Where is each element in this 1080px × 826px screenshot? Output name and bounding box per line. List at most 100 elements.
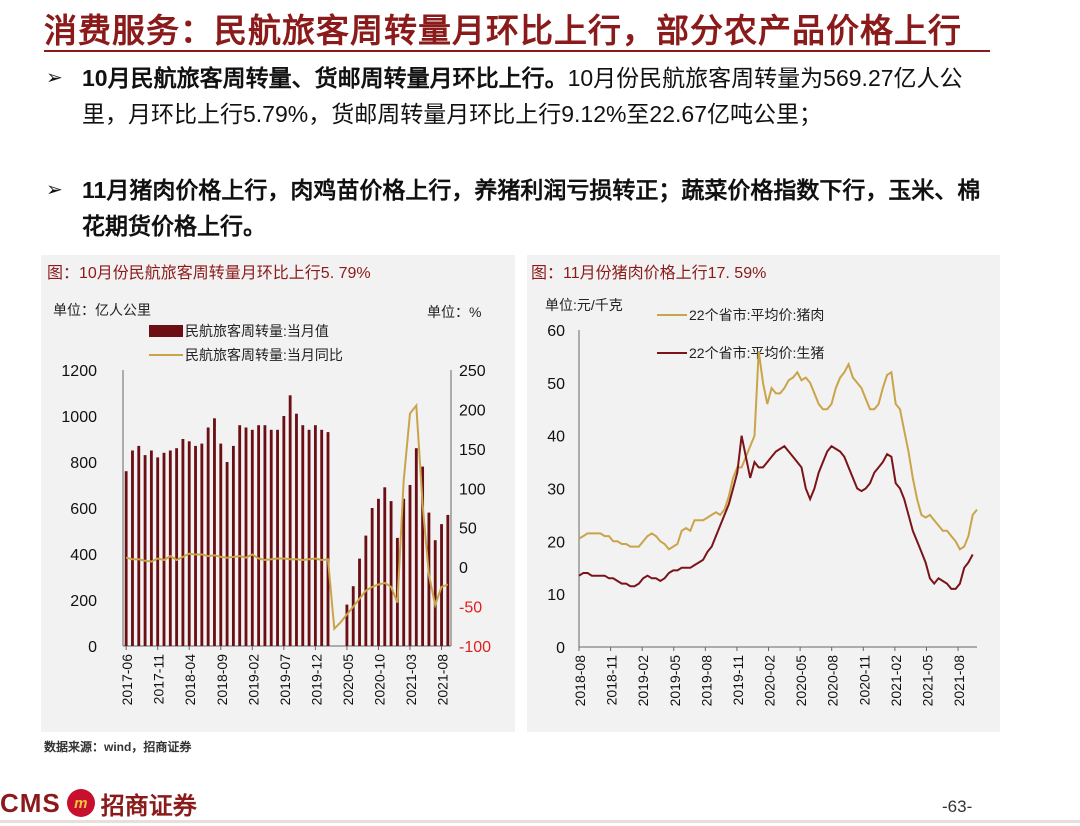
chart-panel-aviation: 图：10月份民航旅客周转量月环比上行5. 79% 单位：亿人公里 单位：% 民航旅客周… <box>41 255 515 732</box>
bar <box>206 427 210 646</box>
bullet-aviation: ➢ 10月民航旅客周转量、货邮周转量月环比上行。10月份民航旅客周转量为569.… <box>46 60 996 132</box>
left-tick-label: 600 <box>70 501 97 518</box>
bar <box>162 452 166 646</box>
bar <box>383 487 387 646</box>
left-tick-label: 400 <box>70 547 97 564</box>
x-tick-label: 2021-08 <box>951 655 967 707</box>
bar <box>301 425 305 646</box>
yoy-line <box>125 402 449 631</box>
left-tick-label: 1200 <box>61 363 97 380</box>
bar <box>282 416 286 646</box>
chart-title: 图：10月份民航旅客周转量月环比上行5. 79% <box>47 264 371 282</box>
left-tick-label: 1000 <box>61 409 97 426</box>
footer-divider <box>0 820 1080 823</box>
x-tick-label: 2019-02 <box>245 654 261 706</box>
data-source: 数据来源：wind，招商证券 <box>44 740 192 754</box>
bullet-arrow-icon: ➢ <box>46 67 63 89</box>
x-tick-label: 2019-05 <box>667 655 683 707</box>
bar <box>433 540 437 646</box>
bar <box>414 448 418 646</box>
legend-pork-label: 22个省市:平均价:猪肉 <box>689 307 824 323</box>
bar <box>213 418 216 646</box>
right-tick-label: -50 <box>459 600 482 617</box>
bar <box>244 427 248 646</box>
aviation-chart: 图：10月份民航旅客周转量月环比上行5. 79% 单位：亿人公里 单位：% 民航旅客周… <box>47 264 491 706</box>
logo-badge-icon: m <box>66 789 95 817</box>
right-tick-label: 0 <box>459 560 468 577</box>
bar <box>288 395 292 646</box>
bar <box>345 604 349 646</box>
x-tick-label: 2018-04 <box>182 654 198 706</box>
chart-panel-pork: 图：11月份猪肉价格上行17. 59% 单位:元/千克 22个省市:平均价:猪肉 22… <box>527 255 1000 732</box>
right-tick-label: 200 <box>459 402 486 419</box>
page-number: -63- <box>942 797 973 816</box>
bar <box>143 455 147 646</box>
pork-price-line <box>578 350 978 551</box>
right-tick-label: 250 <box>459 363 486 380</box>
bar <box>307 429 311 646</box>
y-tick-label: 0 <box>556 640 565 657</box>
y-tick-label: 20 <box>547 534 565 551</box>
bar <box>421 466 425 646</box>
bar <box>194 445 197 646</box>
bullet-agri: ➢ 11月猪肉价格上行，肉鸡苗价格上行，养猪利润亏损转正；蔬菜价格指数下行，玉米… <box>46 172 996 244</box>
bar <box>446 514 450 646</box>
x-tick-label: 2017-06 <box>119 654 135 706</box>
page-title: 消费服务：民航旅客周转量月环比上行，部分农产品价格上行 <box>44 11 962 50</box>
bar <box>402 498 406 646</box>
logo-chinese: 招商证券 <box>100 790 197 820</box>
cms-logo: CMS m 招商证券 <box>0 786 197 820</box>
bar <box>231 445 235 646</box>
bar <box>250 429 254 646</box>
bar <box>181 439 185 646</box>
x-tick-label: 2018-09 <box>214 654 230 706</box>
y-tick-label: 30 <box>547 482 565 499</box>
bar <box>370 508 374 646</box>
bar <box>168 450 172 646</box>
chart-title: 图：11月份猪肉价格上行17. 59% <box>531 264 766 282</box>
left-tick-label: 0 <box>88 639 97 656</box>
bar <box>351 586 355 646</box>
x-tick-label: 2020-11 <box>856 655 872 706</box>
bar <box>263 425 267 646</box>
bar <box>358 558 361 646</box>
title-divider <box>44 50 990 52</box>
bar <box>131 450 134 646</box>
bar <box>313 425 317 646</box>
bar <box>295 413 298 646</box>
hog-price-line <box>578 435 974 590</box>
bar <box>377 498 380 646</box>
x-tick-label: 2021-05 <box>919 655 935 707</box>
bar <box>389 501 393 646</box>
left-tick-label: 800 <box>70 455 97 472</box>
y-tick-label: 50 <box>547 376 565 393</box>
bar <box>238 425 242 646</box>
bar <box>137 445 141 646</box>
bullet-arrow-icon: ➢ <box>46 179 63 201</box>
bullet-1-headline: 10月民航旅客周转量、货邮周转量月环比上行。 <box>82 65 568 91</box>
y-tick-label: 10 <box>547 587 565 604</box>
right-tick-label: 150 <box>459 442 486 459</box>
x-tick-label: 2019-07 <box>277 654 293 706</box>
bar <box>257 425 261 646</box>
x-tick-label: 2019-08 <box>698 655 714 707</box>
x-tick-label: 2019-11 <box>730 655 746 706</box>
left-unit-label: 单位：亿人公里 <box>53 302 151 318</box>
x-tick-label: 2020-08 <box>825 655 841 707</box>
bullet-1-detail: 10月份民航旅客周转量为569.27亿人公里，月环比上行5.79%，货邮周转量月… <box>82 65 963 127</box>
right-tick-label: 100 <box>459 481 486 498</box>
legend-hog-label: 22个省市:平均价:生猪 <box>689 345 824 361</box>
bar <box>440 524 443 646</box>
legend-bar-label: 民航旅客周转量:当月值 <box>185 323 329 339</box>
bar <box>219 443 223 646</box>
bullet-2-headline: 11月猪肉价格上行，肉鸡苗价格上行，养猪利润亏损转正；蔬菜价格指数下行，玉米、棉… <box>82 177 981 239</box>
bar <box>326 432 330 646</box>
right-tick-label: 50 <box>459 521 477 538</box>
bar <box>408 485 412 646</box>
y-tick-label: 40 <box>547 429 565 446</box>
x-tick-label: 2017-11 <box>151 654 167 705</box>
x-tick-label: 2018-11 <box>604 655 620 706</box>
bar <box>276 429 279 646</box>
bar <box>156 457 160 646</box>
logo-text: CMS <box>0 787 61 818</box>
